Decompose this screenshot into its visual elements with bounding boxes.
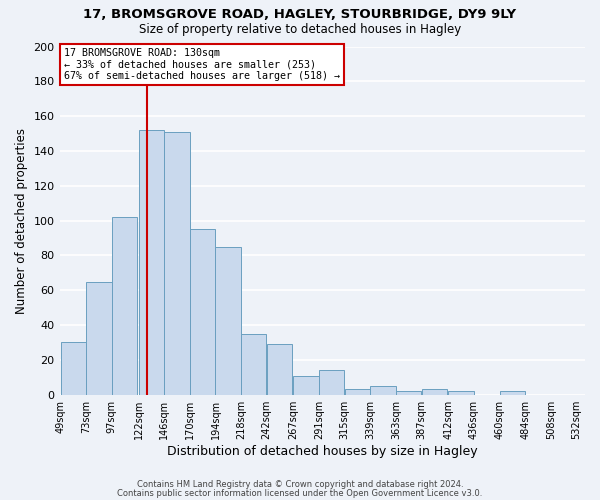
Text: 17, BROMSGROVE ROAD, HAGLEY, STOURBRIDGE, DY9 9LY: 17, BROMSGROVE ROAD, HAGLEY, STOURBRIDGE… <box>83 8 517 20</box>
Bar <box>422 390 447 394</box>
Bar <box>215 246 241 394</box>
Text: Contains HM Land Registry data © Crown copyright and database right 2024.: Contains HM Land Registry data © Crown c… <box>137 480 463 489</box>
Bar <box>61 342 86 394</box>
Bar <box>319 370 344 394</box>
Bar <box>370 386 395 394</box>
Bar <box>396 391 421 394</box>
Bar <box>293 376 319 394</box>
Bar <box>164 132 190 394</box>
Text: Size of property relative to detached houses in Hagley: Size of property relative to detached ho… <box>139 22 461 36</box>
X-axis label: Distribution of detached houses by size in Hagley: Distribution of detached houses by size … <box>167 444 478 458</box>
Bar <box>500 391 525 394</box>
Bar <box>448 391 473 394</box>
Bar <box>241 334 266 394</box>
Bar <box>112 217 137 394</box>
Bar <box>86 282 112 395</box>
Text: 17 BROMSGROVE ROAD: 130sqm
← 33% of detached houses are smaller (253)
67% of sem: 17 BROMSGROVE ROAD: 130sqm ← 33% of deta… <box>64 48 340 82</box>
Y-axis label: Number of detached properties: Number of detached properties <box>15 128 28 314</box>
Bar <box>190 230 215 394</box>
Bar <box>344 390 370 394</box>
Bar <box>267 344 292 395</box>
Bar <box>139 130 164 394</box>
Text: Contains public sector information licensed under the Open Government Licence v3: Contains public sector information licen… <box>118 488 482 498</box>
